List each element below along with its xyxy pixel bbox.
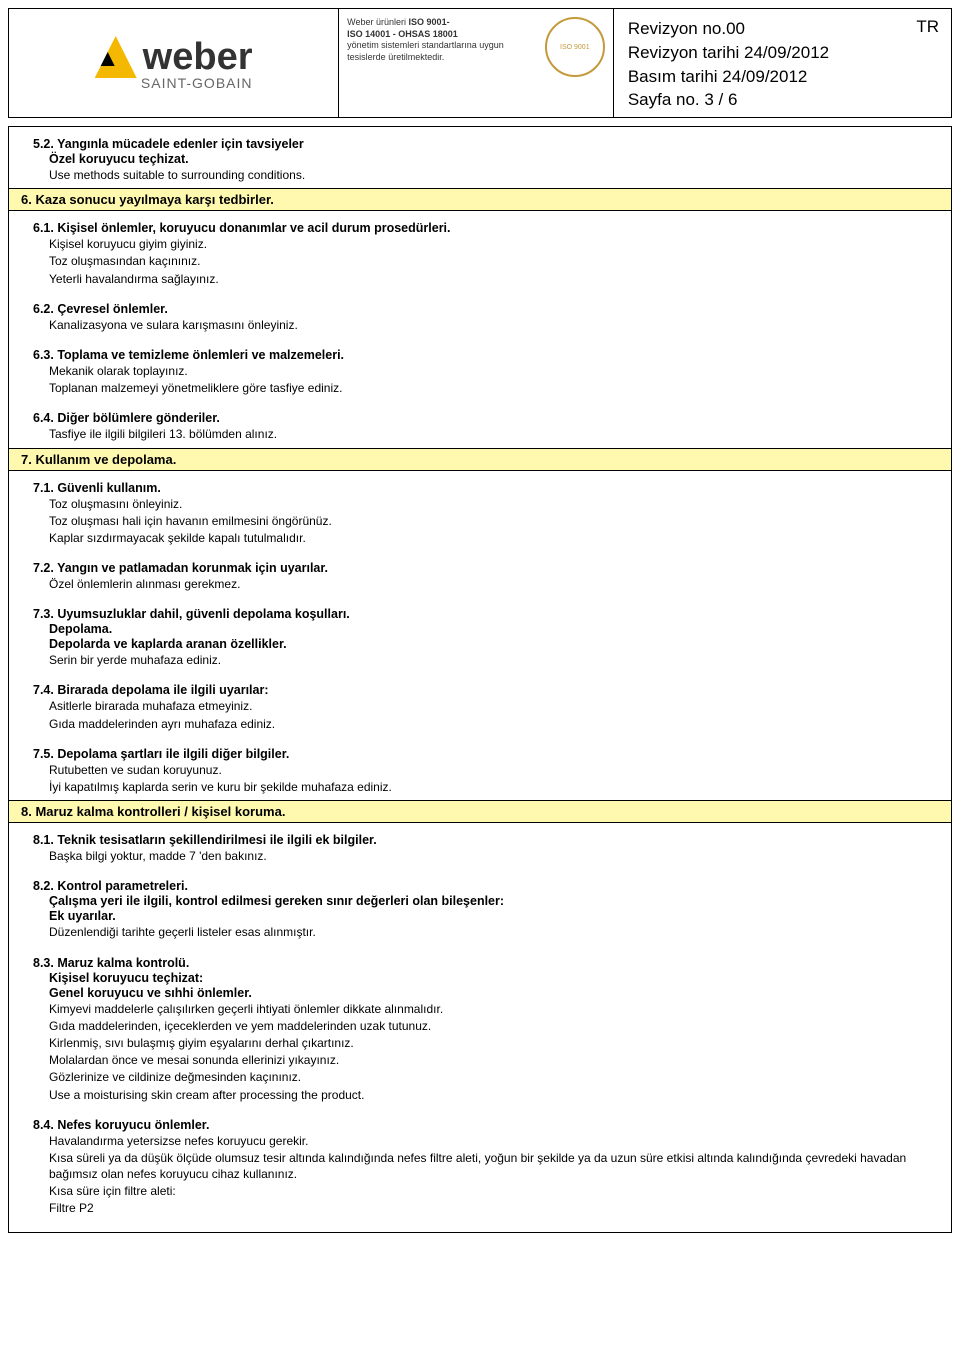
section-title: 8.3. Maruz kalma kontrolü. (33, 956, 927, 970)
section-title: 7.3. Uyumsuzluklar dahil, güvenli depola… (33, 607, 927, 621)
body-text: Rutubetten ve sudan koruyunuz. (33, 762, 927, 778)
section-subtitle: Depolama. (33, 622, 927, 636)
print-date: Basım tarihi 24/09/2012 (628, 65, 937, 89)
section-7-3: 7.3. Uyumsuzluklar dahil, güvenli depola… (9, 597, 951, 673)
section-6-3: 6.3. Toplama ve temizleme önlemleri ve m… (9, 338, 951, 401)
section-title: 7.1. Güvenli kullanım. (33, 481, 927, 495)
section-8-1: 8.1. Teknik tesisatların şekillendirilme… (9, 823, 951, 869)
body-text: Mekanik olarak toplayınız. (33, 363, 927, 379)
section-subtitle: Çalışma yeri ile ilgili, kontrol edilmes… (33, 894, 927, 908)
iso-info: Weber ürünleri ISO 9001- ISO 14001 - OHS… (338, 9, 614, 117)
document-body: 5.2. Yangınla mücadele edenler için tavs… (8, 126, 952, 1233)
logo-area: weber SAINT-GOBAIN (9, 9, 338, 117)
section-7-2: 7.2. Yangın ve patlamadan korunmak için … (9, 551, 951, 597)
section-title: 6.1. Kişisel önlemler, koruyucu donanıml… (33, 221, 927, 235)
body-text: Kimyevi maddelerle çalışılırken geçerli … (33, 1001, 927, 1017)
section-7-5: 7.5. Depolama şartları ile ilgili diğer … (9, 737, 951, 800)
section-title: 7.2. Yangın ve patlamadan korunmak için … (33, 561, 927, 575)
body-text: Asitlerle birarada muhafaza etmeyiniz. (33, 698, 927, 714)
section-6-header: 6. Kaza sonucu yayılmaya karşı tedbirler… (9, 188, 951, 211)
section-title: 6.2. Çevresel önlemler. (33, 302, 927, 316)
body-text: Gıda maddelerinden, içeceklerden ve yem … (33, 1018, 927, 1034)
revision-info: TR Revizyon no.00 Revizyon tarihi 24/09/… (614, 9, 951, 117)
section-subtitle: Genel koruyucu ve sıhhi önlemler. (33, 986, 927, 1000)
body-text: Kısa süreli ya da düşük ölçüde olumsuz t… (33, 1150, 927, 1182)
iso-badge-icon: ISO 9001 (545, 17, 605, 77)
section-title: 5.2. Yangınla mücadele edenler için tavs… (33, 137, 927, 151)
lang-label: TR (916, 15, 939, 39)
body-text: Molalardan önce ve mesai sonunda ellerin… (33, 1052, 927, 1068)
section-7-1: 7.1. Güvenli kullanım. Toz oluşmasını ön… (9, 471, 951, 552)
section-7-header: 7. Kullanım ve depolama. (9, 448, 951, 471)
body-text: Toplanan malzemeyi yönetmeliklere göre t… (33, 380, 927, 396)
document-header: weber SAINT-GOBAIN Weber ürünleri ISO 90… (8, 8, 952, 118)
body-text: Havalandırma yetersizse nefes koruyucu g… (33, 1133, 927, 1149)
section-title: 8.2. Kontrol parametreleri. (33, 879, 927, 893)
body-text: Toz oluşmasından kaçınınız. (33, 253, 927, 269)
body-text: Kaplar sızdırmayacak şekilde kapalı tutu… (33, 530, 927, 546)
revision-no: Revizyon no.00 (628, 17, 937, 41)
body-text: Kanalizasyona ve sulara karışmasını önle… (33, 317, 927, 333)
section-title: 7.4. Birarada depolama ile ilgili uyarıl… (33, 683, 927, 697)
body-text: Gözlerinize ve cildinize değmesinden kaç… (33, 1069, 927, 1085)
body-text: Use methods suitable to surrounding cond… (33, 167, 927, 183)
body-text: Düzenlendiği tarihte geçerli listeler es… (33, 924, 927, 940)
body-text: Filtre P2 (33, 1200, 927, 1216)
section-title: 6.3. Toplama ve temizleme önlemleri ve m… (33, 348, 927, 362)
iso-text: Weber ürünleri ISO 9001- ISO 14001 - OHS… (347, 17, 537, 109)
body-text: Kirlenmiş, sıvı bulaşmış giyim eşyaların… (33, 1035, 927, 1051)
section-6-2: 6.2. Çevresel önlemler. Kanalizasyona ve… (9, 292, 951, 338)
section-8-3: 8.3. Maruz kalma kontrolü. Kişisel koruy… (9, 946, 951, 1108)
body-text: Gıda maddelerinden ayrı muhafaza ediniz. (33, 716, 927, 732)
section-8-2: 8.2. Kontrol parametreleri. Çalışma yeri… (9, 869, 951, 945)
body-text: Başka bilgi yoktur, madde 7 'den bakınız… (33, 848, 927, 864)
section-subtitle: Ek uyarılar. (33, 909, 927, 923)
weber-triangle-icon (95, 36, 137, 78)
section-title: 6.4. Diğer bölümlere gönderiler. (33, 411, 927, 425)
body-text: İyi kapatılmış kaplarda serin ve kuru bi… (33, 779, 927, 795)
section-8-4: 8.4. Nefes koruyucu önlemler. Havalandır… (9, 1108, 951, 1222)
section-6-4: 6.4. Diğer bölümlere gönderiler. Tasfiye… (9, 401, 951, 447)
subbrand-name: SAINT-GOBAIN (141, 75, 253, 91)
body-text: Tasfiye ile ilgili bilgileri 13. bölümde… (33, 426, 927, 442)
section-subtitle: Özel koruyucu teçhizat. (33, 152, 927, 166)
body-text: Kısa süre için filtre aleti: (33, 1183, 927, 1199)
section-subtitle: Depolarda ve kaplarda aranan özellikler. (33, 637, 927, 651)
brand-name: weber (143, 36, 253, 79)
page-no: Sayfa no. 3 / 6 (628, 88, 937, 112)
body-text: Use a moisturising skin cream after proc… (33, 1087, 927, 1103)
body-text: Toz oluşması hali için havanın emilmesin… (33, 513, 927, 529)
section-title: 8.4. Nefes koruyucu önlemler. (33, 1118, 927, 1132)
section-6-1: 6.1. Kişisel önlemler, koruyucu donanıml… (9, 211, 951, 292)
body-text: Özel önlemlerin alınması gerekmez. (33, 576, 927, 592)
body-text: Kişisel koruyucu giyim giyiniz. (33, 236, 927, 252)
section-title: 8.1. Teknik tesisatların şekillendirilme… (33, 833, 927, 847)
section-title: 7.5. Depolama şartları ile ilgili diğer … (33, 747, 927, 761)
body-text: Yeterli havalandırma sağlayınız. (33, 271, 927, 287)
section-7-4: 7.4. Birarada depolama ile ilgili uyarıl… (9, 673, 951, 736)
revision-date: Revizyon tarihi 24/09/2012 (628, 41, 937, 65)
section-5-2: 5.2. Yangınla mücadele edenler için tavs… (9, 127, 951, 188)
section-subtitle: Kişisel koruyucu teçhizat: (33, 971, 927, 985)
section-8-header: 8. Maruz kalma kontrolleri / kişisel kor… (9, 800, 951, 823)
body-text: Toz oluşmasını önleyiniz. (33, 496, 927, 512)
body-text: Serin bir yerde muhafaza ediniz. (33, 652, 927, 668)
brand-logo: weber (95, 36, 253, 79)
